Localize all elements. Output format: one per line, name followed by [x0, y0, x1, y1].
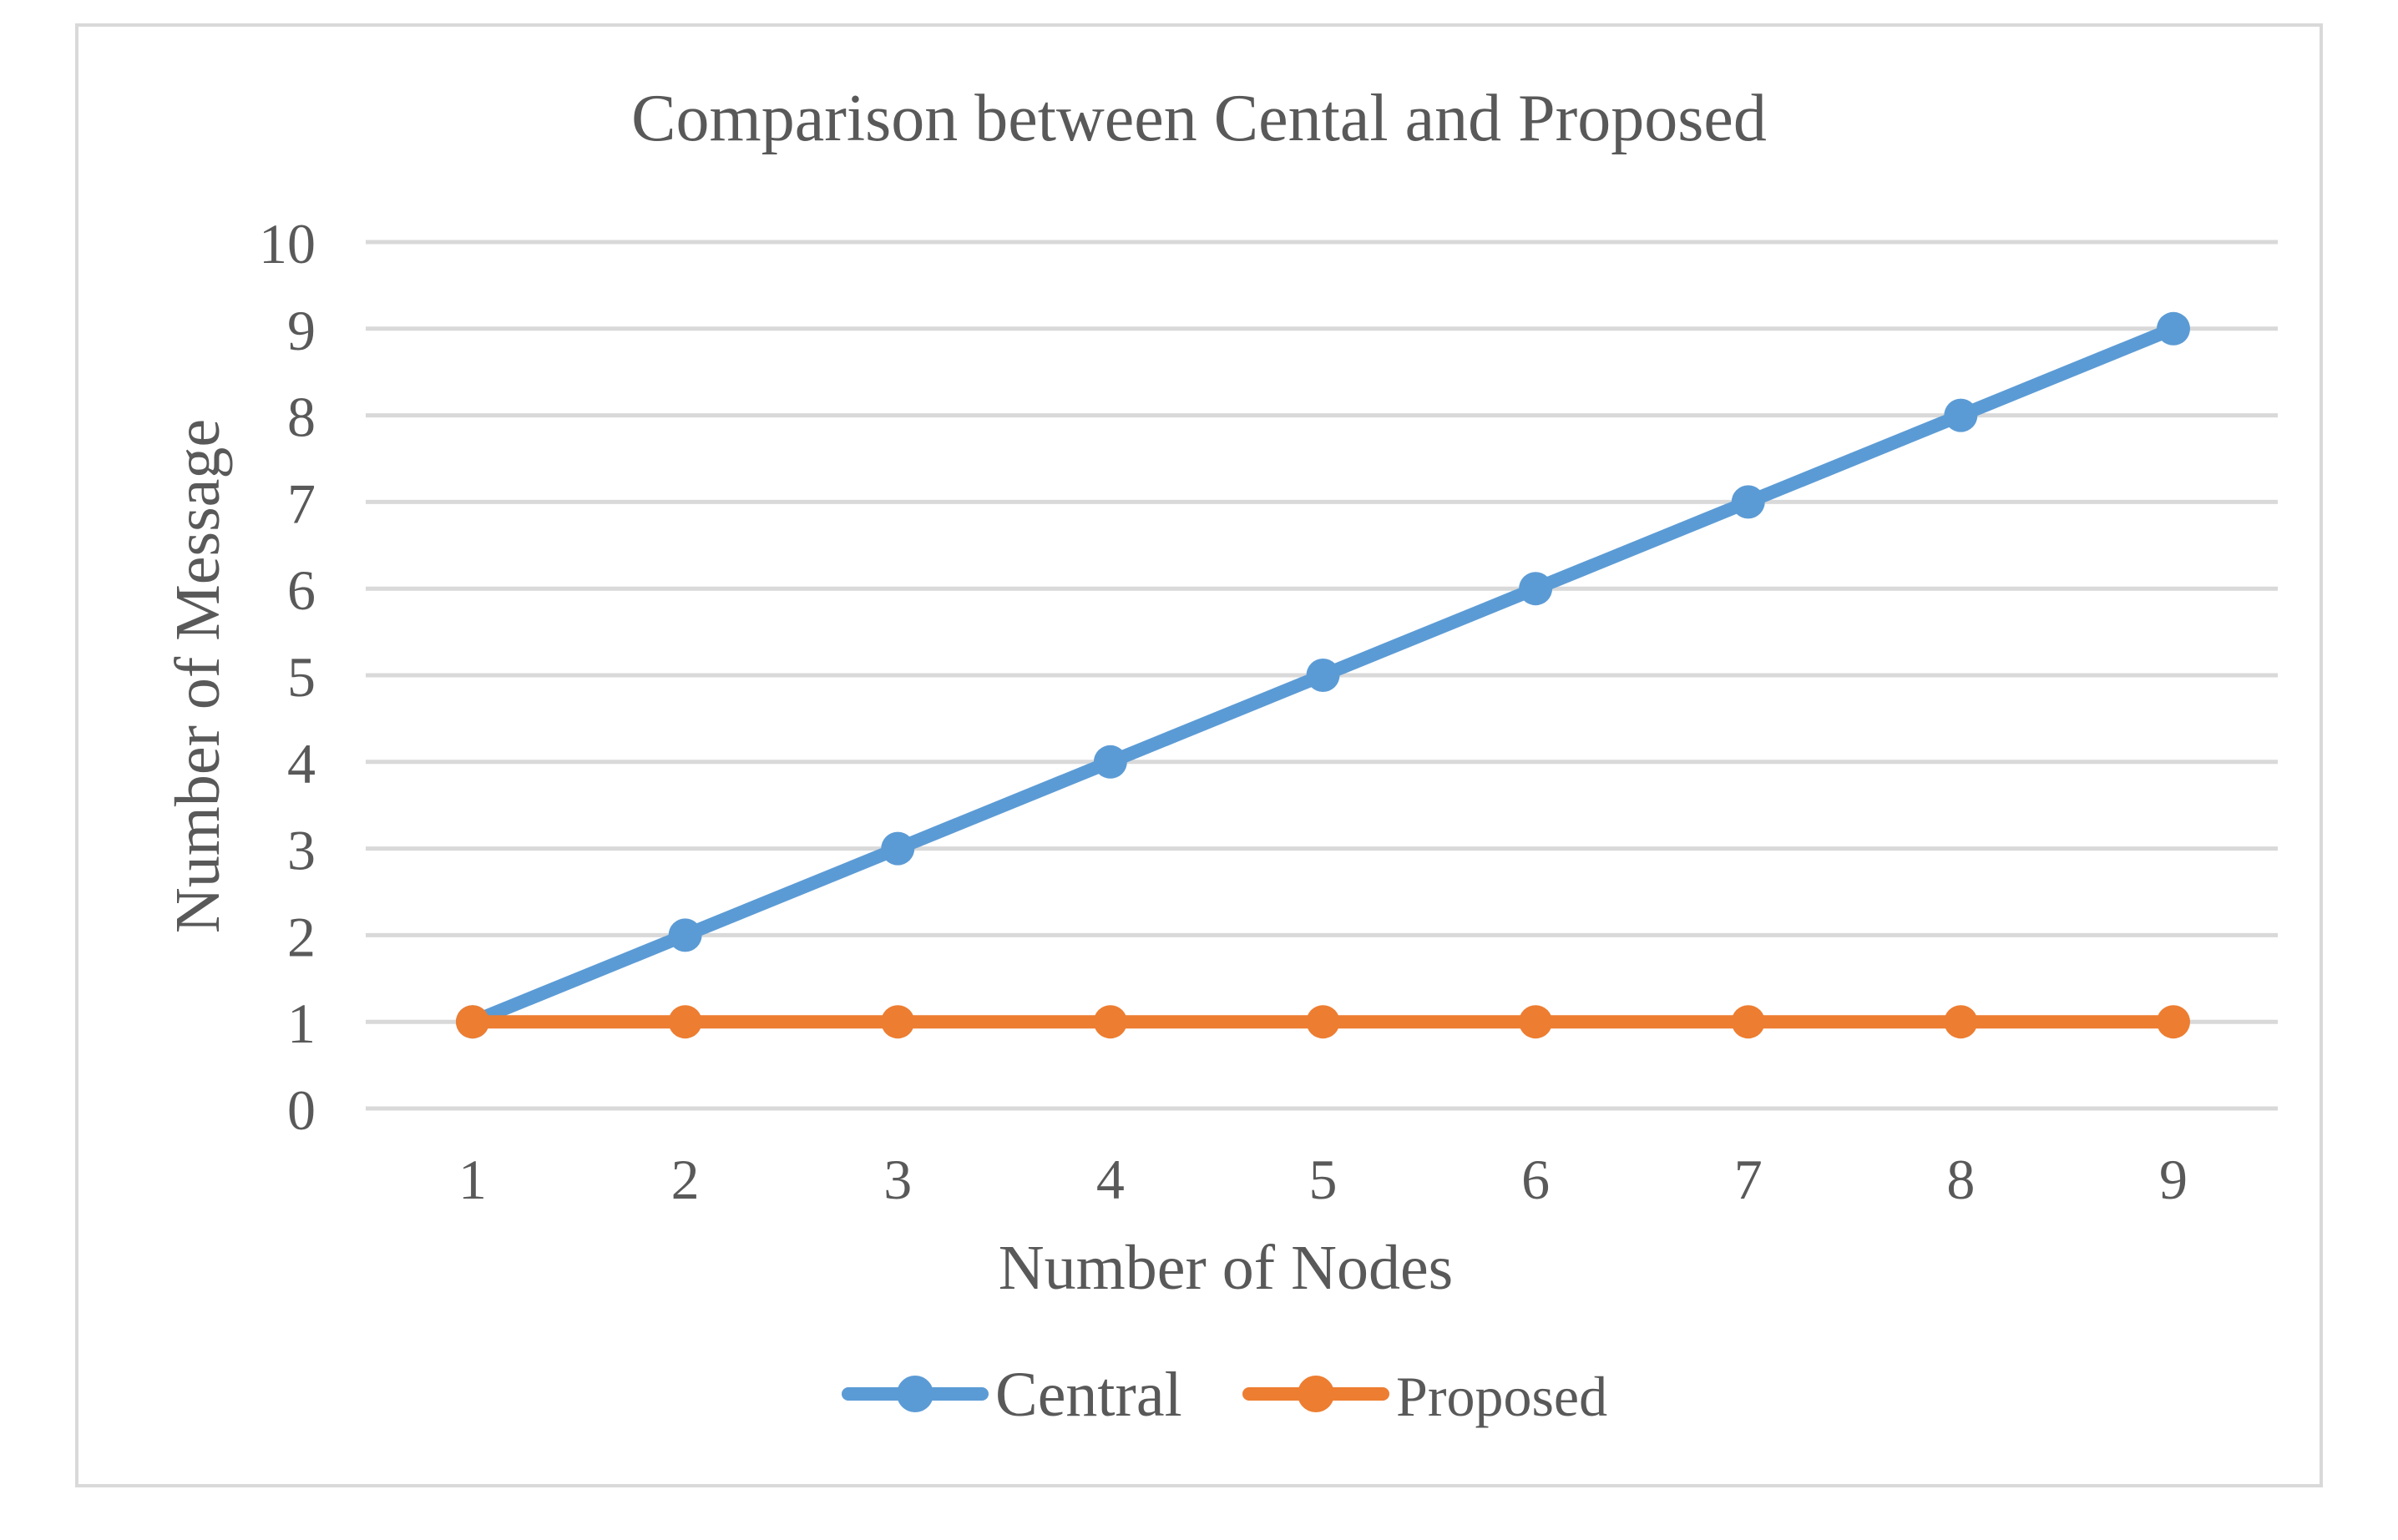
- series-proposed: [456, 1005, 2190, 1039]
- x-axis-label: Number of Nodes: [999, 1233, 1454, 1303]
- data-point-central: [1306, 659, 1340, 692]
- y-tick-label: 6: [287, 558, 316, 622]
- x-tick-label: 1: [458, 1148, 487, 1211]
- y-tick-label: 2: [287, 905, 316, 968]
- data-point-proposed: [2157, 1005, 2190, 1039]
- y-tick-label: 7: [287, 472, 316, 535]
- y-tick-label: 10: [259, 212, 316, 275]
- legend-label-proposed: Proposed: [1396, 1365, 1607, 1428]
- legend-swatch-marker-proposed: [1298, 1376, 1334, 1412]
- x-tick-label: 7: [1734, 1148, 1763, 1211]
- x-tick-label: 4: [1096, 1148, 1125, 1211]
- data-point-proposed: [1519, 1005, 1553, 1039]
- data-point-proposed: [1093, 1005, 1127, 1039]
- legend-swatch-marker-central: [897, 1376, 933, 1412]
- data-point-central: [2157, 311, 2190, 346]
- legend-label-central: Central: [995, 1360, 1182, 1430]
- data-point-central: [1519, 572, 1553, 606]
- x-tick-label: 8: [1946, 1148, 1975, 1211]
- y-tick-label: 8: [287, 386, 316, 449]
- y-tick-label: 9: [287, 299, 316, 362]
- data-point-central: [1731, 485, 1765, 519]
- data-point-central: [881, 831, 915, 866]
- x-tick-label: 5: [1309, 1148, 1338, 1211]
- data-point-proposed: [668, 1005, 702, 1039]
- data-point-proposed: [1731, 1005, 1765, 1039]
- chart-title: Comparison between Cental and Proposed: [631, 82, 1767, 155]
- legend: Central Proposed: [842, 1360, 1607, 1430]
- x-tick-label: 2: [671, 1148, 700, 1211]
- y-axis-label: Number of Message: [163, 419, 233, 933]
- x-axis-tick-labels: 1 2 3 4 5 6 7 8 9: [458, 1148, 2188, 1211]
- series-lines: [456, 311, 2190, 1039]
- data-point-proposed: [1306, 1005, 1340, 1039]
- data-point-proposed: [881, 1005, 915, 1039]
- data-point-central: [1093, 745, 1127, 779]
- y-tick-label: 4: [287, 732, 316, 795]
- data-point-central: [1944, 398, 1978, 432]
- chart-frame: [75, 23, 2323, 1487]
- x-tick-label: 9: [2159, 1148, 2188, 1211]
- legend-item-proposed: Proposed: [1242, 1365, 1607, 1428]
- data-point-proposed: [456, 1005, 489, 1039]
- y-tick-label: 0: [287, 1078, 316, 1142]
- x-tick-label: 3: [883, 1148, 912, 1211]
- y-tick-label: 3: [287, 819, 316, 882]
- y-tick-label: 1: [287, 992, 316, 1055]
- data-point-proposed: [1944, 1005, 1978, 1039]
- y-axis-tick-labels: 0 1 2 3 4 5 6 7 8 9 10: [259, 212, 316, 1142]
- x-tick-label: 6: [1521, 1148, 1550, 1211]
- y-tick-label: 5: [287, 645, 316, 709]
- legend-item-central: Central: [842, 1360, 1182, 1430]
- data-point-central: [668, 918, 702, 952]
